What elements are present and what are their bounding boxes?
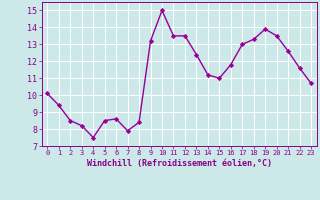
X-axis label: Windchill (Refroidissement éolien,°C): Windchill (Refroidissement éolien,°C) [87, 159, 272, 168]
